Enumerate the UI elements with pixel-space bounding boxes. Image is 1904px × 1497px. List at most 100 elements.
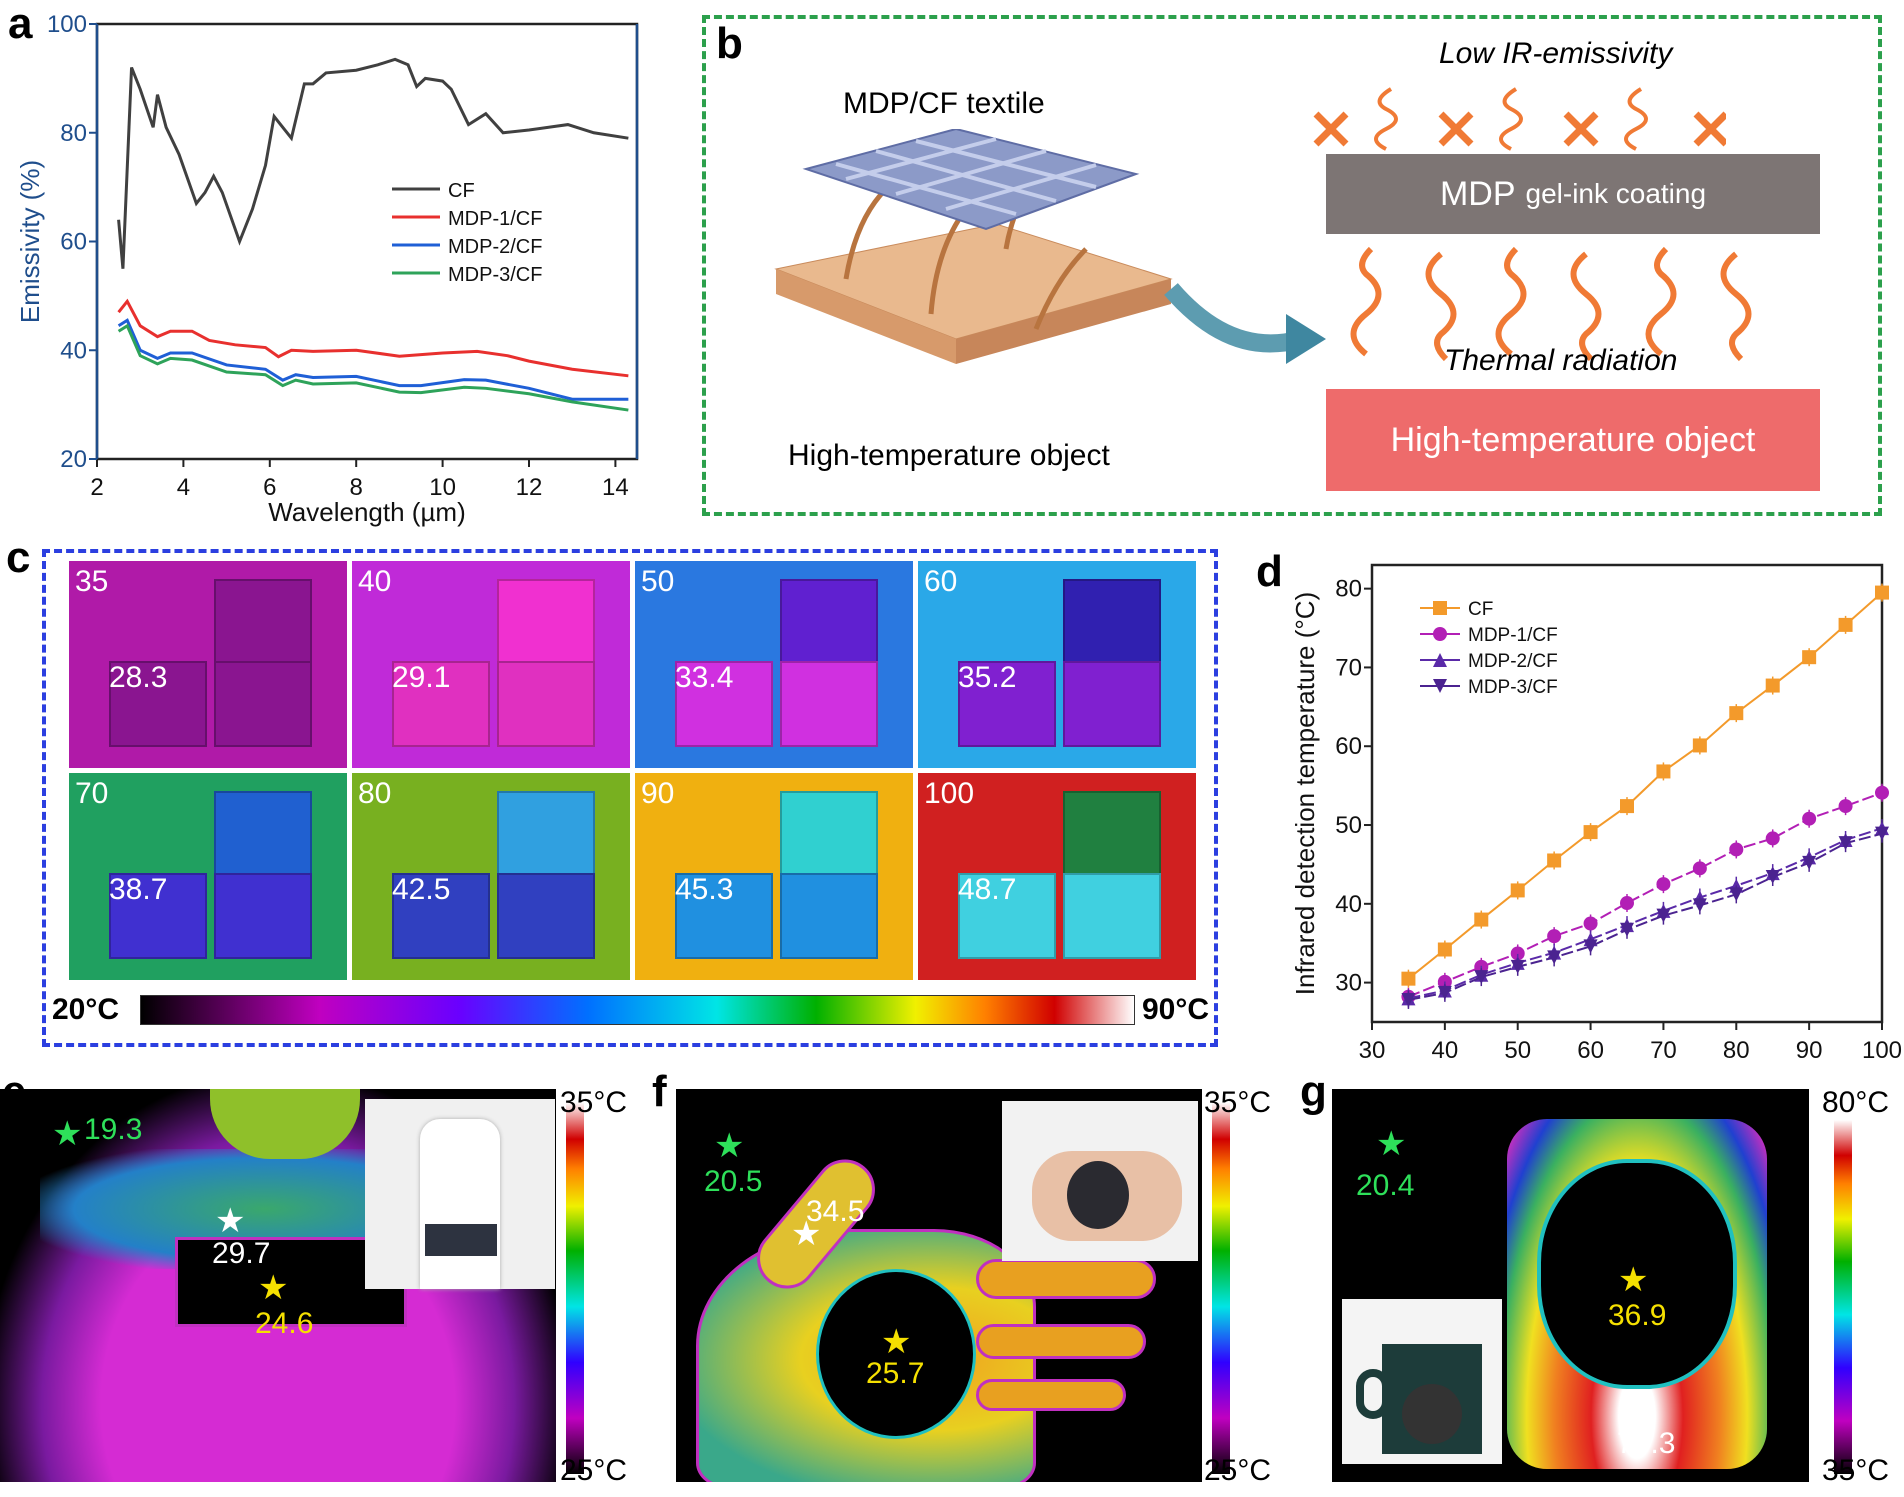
- data-point-mdp-1-cf: [1547, 929, 1562, 944]
- high-temperature-object-block: High-temperature object: [1326, 389, 1820, 491]
- cup-photo-inset: [1342, 1299, 1502, 1464]
- coating-layer: MDP gel-ink coating: [1326, 154, 1820, 234]
- series-line-cf: [117, 57, 629, 269]
- star-icon: ★: [714, 1127, 745, 1165]
- y-tick-label: 50: [1335, 812, 1362, 839]
- x-tick-label: 12: [516, 474, 543, 501]
- low-ir-emissivity-label: Low IR-emissivity: [1439, 37, 1673, 70]
- data-point-mdp-3-cf: [1437, 985, 1452, 1000]
- scale-min-label: 35°C: [1822, 1454, 1890, 1487]
- x-tick-label: 8: [350, 474, 363, 501]
- data-point-cf: [1547, 853, 1562, 868]
- data-point-cf: [1875, 585, 1889, 600]
- x-tick-label: 4: [177, 474, 190, 501]
- y-tick-label: 20: [60, 446, 87, 473]
- data-point-cf: [1656, 764, 1671, 779]
- data-point-mdp-1-cf: [1656, 877, 1671, 892]
- star-icon: ★: [215, 1202, 246, 1240]
- data-point-mdp-3-cf: [1692, 898, 1707, 913]
- legend-label: MDP-3/CF: [448, 264, 542, 286]
- plate-temperature-label: 50: [641, 565, 675, 598]
- data-point-mdp-1-cf: [1510, 946, 1525, 961]
- x-tick-label: 90: [1796, 1037, 1823, 1060]
- data-point-cf: [1437, 942, 1452, 957]
- series-line-mdp-2-cf: [117, 318, 629, 401]
- panel-label-f: f: [652, 1067, 667, 1116]
- scale-max-label: 90°C: [1142, 993, 1210, 1026]
- y-tick-label: 60: [60, 229, 87, 256]
- data-point-cf: [1510, 883, 1525, 898]
- emissivity-chart: 2 4 6 8 10 12 14 20 40 60 80 100 Wavelength (µm) Emis…: [15, 11, 639, 527]
- patch-temperature: 24.6: [255, 1307, 314, 1340]
- temperature-chart: 30405060708090100304050607080Graphite pl…: [1290, 563, 1902, 1060]
- plate-temperature-label: 60: [924, 565, 958, 598]
- series-line-mdp-3-cf: [1408, 832, 1883, 1001]
- measured-temperature: 38.7: [109, 873, 168, 906]
- data-point-cf: [1620, 799, 1634, 814]
- panel-label-b: b: [716, 19, 743, 68]
- measured-temperature: 35.2: [958, 661, 1017, 694]
- x-tick-label: 50: [1504, 1037, 1531, 1060]
- color-scale-bar-g: [1834, 1120, 1852, 1474]
- scale-min-label: 25°C: [1204, 1454, 1272, 1487]
- thermal-tile: 40 29.1: [352, 561, 630, 768]
- panel-label-g: g: [1300, 1067, 1327, 1116]
- coating-label-main: MDP: [1439, 174, 1516, 213]
- data-point-cf: [1583, 825, 1598, 840]
- coating-label-sub: gel-ink coating: [1525, 178, 1707, 209]
- scale-min-label: 20°C: [52, 993, 120, 1026]
- legend-label: MDP-2/CF: [448, 236, 542, 258]
- textile-on-skin-illustration: [774, 129, 1173, 364]
- data-point-mdp-1-cf: [1838, 799, 1853, 814]
- star-icon: ★: [52, 1115, 83, 1153]
- data-point-mdp-3-cf: [1620, 922, 1634, 937]
- data-point-cf: [1838, 617, 1853, 632]
- legend-marker: [1433, 653, 1447, 667]
- data-point-mdp-3-cf: [1729, 887, 1744, 902]
- data-point-mdp-3-cf: [1802, 855, 1817, 870]
- hand-temperature: 34.5: [806, 1195, 865, 1228]
- y-tick-label: 30: [1335, 970, 1362, 997]
- patch-temperature: 25.7: [866, 1357, 925, 1390]
- high-temperature-object-label: High-temperature object: [788, 439, 1110, 472]
- series-line-mdp-1-cf: [117, 298, 629, 378]
- x-tick-label: 30: [1359, 1037, 1386, 1060]
- data-point-cf: [1729, 706, 1744, 721]
- plate-temperature-label: 80: [358, 777, 392, 810]
- y-tick-label: 70: [1335, 654, 1362, 681]
- legend-label: MDP-2/CF: [1468, 651, 1558, 672]
- panel-label-c: c: [6, 533, 31, 582]
- series-line-mdp-3-cf: [117, 323, 629, 412]
- plate-temperature-label: 35: [75, 565, 109, 598]
- scale-max-label: 80°C: [1822, 1086, 1890, 1119]
- schematic-panel: MDP/CF textile High-temperature object L…: [702, 15, 1882, 516]
- x-tick-label: 80: [1723, 1037, 1750, 1060]
- measured-temperature: 48.7: [958, 873, 1017, 906]
- background-temperature: 20.4: [1356, 1169, 1415, 1202]
- data-point-mdp-3-cf: [1510, 959, 1525, 974]
- shirt-photo-inset: [365, 1099, 555, 1289]
- x-tick-label: 70: [1650, 1037, 1677, 1060]
- thermal-tile: 80 42.5: [352, 773, 630, 980]
- thermal-tile: 70 38.7: [69, 773, 347, 980]
- plate-temperature-label: 100: [924, 777, 975, 810]
- panel-label-a: a: [8, 0, 33, 48]
- hand-photo-inset: [1002, 1101, 1198, 1261]
- x-tick-label: 2: [90, 474, 103, 501]
- y-tick-label: 60: [1335, 733, 1362, 760]
- y-axis-title: Infrared detection temperature (°C): [1290, 592, 1320, 995]
- x-tick-label: 10: [429, 474, 456, 501]
- star-icon: ★: [1376, 1125, 1407, 1163]
- legend-marker: [1433, 679, 1447, 693]
- x-axis-title: Wavelength (µm): [268, 497, 466, 527]
- x-tick-label: 60: [1577, 1037, 1604, 1060]
- data-point-cf: [1474, 912, 1489, 927]
- legend-label: CF: [1468, 599, 1493, 620]
- star-icon: ★: [1618, 1261, 1649, 1299]
- data-point-mdp-3-cf: [1765, 870, 1780, 885]
- y-tick-label: 80: [60, 120, 87, 147]
- thermal-tile: 50 33.4: [635, 561, 913, 768]
- data-point-cf: [1401, 971, 1416, 986]
- star-icon: ★: [258, 1269, 289, 1307]
- data-point-mdp-3-cf: [1656, 908, 1671, 923]
